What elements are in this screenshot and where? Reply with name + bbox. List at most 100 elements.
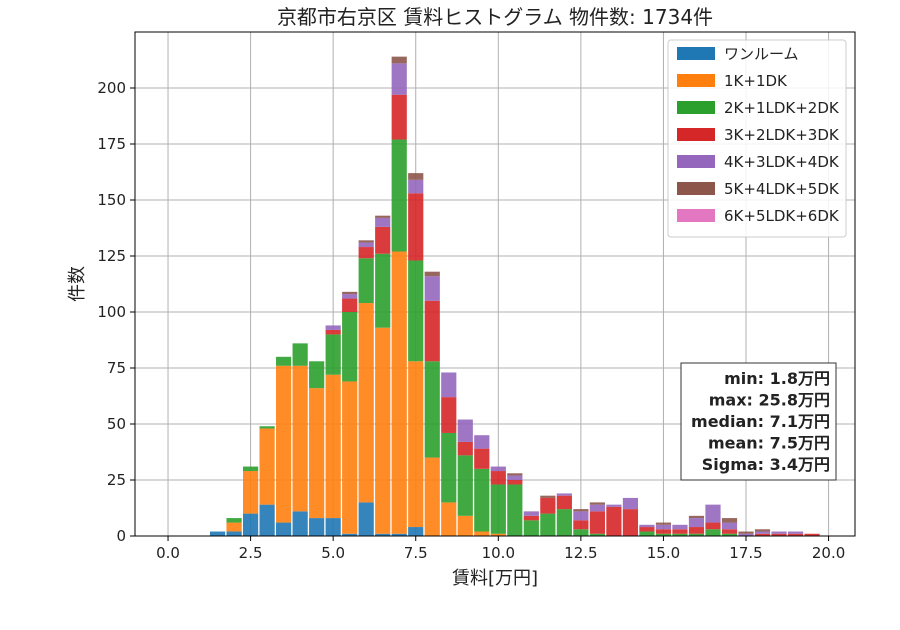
bar-segment (325, 518, 341, 536)
histogram-bars (209, 56, 820, 536)
bar-segment (639, 531, 655, 536)
bar-segment (259, 504, 275, 536)
bar-segment (391, 139, 407, 252)
legend-label: 6K+5LDK+6DK (724, 207, 840, 225)
legend-label: 4K+3LDK+4DK (724, 153, 840, 171)
y-tick-label: 0 (116, 527, 126, 545)
stats-line: min: 1.8万円 (724, 369, 830, 388)
bar-segment (457, 515, 473, 536)
bar-segment (787, 531, 804, 534)
bar-segment (243, 513, 259, 536)
bar-segment (457, 455, 473, 516)
bar-segment (639, 527, 655, 532)
bar-segment (589, 504, 605, 512)
bar-segment (507, 473, 523, 476)
stats-line: max: 25.8万円 (709, 391, 830, 410)
bar-segment (408, 361, 424, 528)
y-tick-label: 175 (97, 135, 126, 153)
bar-segment (325, 334, 341, 375)
bar-segment (474, 468, 490, 532)
legend-swatch (677, 209, 715, 222)
bar-segment (771, 533, 787, 536)
bar-segment (441, 372, 457, 398)
bar-segment (441, 397, 457, 433)
bar-segment (441, 432, 457, 503)
legend-swatch (677, 101, 715, 114)
bar-segment (490, 471, 506, 485)
stats-line: mean: 7.5万円 (708, 434, 830, 453)
bar-segment (540, 513, 556, 536)
bar-segment (540, 495, 556, 498)
bar-segment (721, 533, 738, 536)
bar-segment (754, 533, 771, 536)
bar-segment (787, 533, 804, 536)
bar-segment (523, 520, 539, 536)
x-tick-label: 7.5 (404, 544, 428, 562)
bar-segment (325, 325, 341, 330)
x-tick-label: 17.5 (729, 544, 762, 562)
bar-segment (309, 388, 325, 519)
bar-segment (226, 522, 242, 532)
bar-segment (490, 533, 506, 536)
bar-segment (441, 502, 457, 536)
bar-segment (342, 294, 358, 299)
bar-segment (408, 193, 424, 261)
bar-segment (457, 441, 473, 456)
legend-swatch (677, 155, 715, 168)
bar-segment (474, 531, 490, 536)
stats-box: min: 1.8万円 max: 25.8万円 median: 7.1万円 mean: … (680, 362, 837, 481)
stats-line: Sigma: 3.4万円 (702, 455, 830, 474)
axis-ticks: 0.0 2.5 5.0 7.5 10.0 12.5 15.0 17.5 20.0 0 25 50 75 1… (97, 79, 845, 562)
x-tick-label: 15.0 (647, 544, 680, 562)
bar-segment (358, 258, 374, 304)
bar-segment (705, 504, 721, 523)
bar-segment (391, 63, 407, 95)
bar-segment (672, 529, 688, 534)
bar-segment (672, 524, 688, 530)
bar-segment (226, 531, 242, 536)
bar-segment (754, 531, 771, 534)
bar-segment (408, 527, 424, 536)
y-tick-label: 100 (97, 303, 126, 321)
bar-segment (523, 515, 539, 521)
bar-segment (705, 522, 721, 530)
bar-segment (622, 497, 639, 510)
bar-segment (771, 531, 787, 534)
stats-frame (680, 362, 837, 481)
bar-segment (292, 343, 308, 366)
bar-segment (655, 524, 672, 530)
bar-segment (358, 303, 374, 503)
bar-segment (325, 329, 341, 335)
legend-label: 1K+1DK (724, 72, 788, 90)
bar-segment (490, 484, 506, 534)
chart-title: 京都市右京区 賃料ヒストグラム 物件数: 1734件 (277, 5, 713, 29)
legend-swatch (677, 128, 715, 141)
bar-segment (408, 260, 424, 362)
y-tick-label: 50 (107, 415, 126, 433)
bar-segment (754, 529, 771, 532)
bar-segment (804, 533, 820, 536)
y-tick-label: 75 (107, 359, 126, 377)
bar-segment (672, 533, 688, 536)
bar-segment (276, 522, 292, 536)
x-tick-label: 20.0 (812, 544, 845, 562)
y-tick-label: 200 (97, 79, 126, 97)
bar-segment (606, 504, 622, 507)
bar-segment (688, 518, 705, 528)
x-tick-label: 2.5 (239, 544, 263, 562)
x-tick-label: 0.0 (156, 544, 180, 562)
bar-segment (622, 509, 639, 536)
bar-segment (375, 327, 391, 534)
bar-segment (358, 247, 374, 259)
bar-segment (721, 518, 738, 523)
bar-segment (391, 251, 407, 534)
bar-segment (424, 276, 440, 301)
bar-segment (705, 529, 721, 536)
bar-segment (358, 502, 374, 536)
bar-segment (243, 471, 259, 514)
bar-segment (474, 435, 490, 449)
bar-segment (589, 502, 605, 505)
legend-label: 5K+4LDK+5DK (724, 180, 840, 198)
bar-segment (342, 298, 358, 312)
bar-segment (309, 361, 325, 389)
